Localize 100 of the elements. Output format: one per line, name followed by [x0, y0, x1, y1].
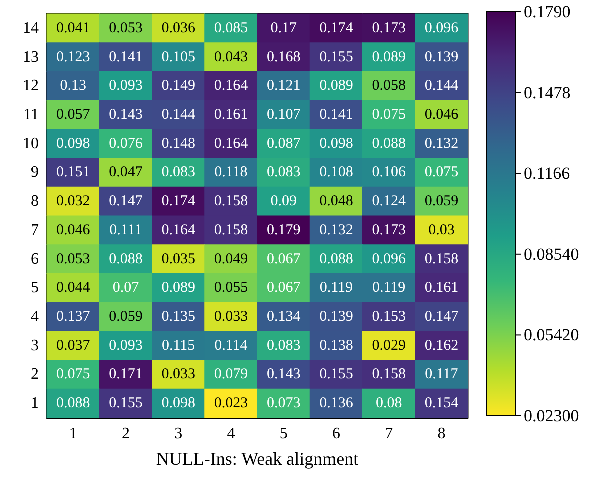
data-label: 0.147 — [424, 309, 460, 325]
data-label: 0.119 — [320, 280, 354, 296]
data-label: 0.164 — [162, 222, 196, 238]
data-label: 0.088 — [109, 251, 143, 268]
data-label: 0.075 — [56, 366, 90, 383]
data-label: 0.105 — [162, 49, 196, 66]
data-label: 0.083 — [162, 164, 196, 181]
data-label: 0.044 — [56, 280, 91, 296]
data-label: 0.154 — [424, 396, 460, 412]
y-tick-label: 10 — [23, 135, 39, 152]
y-tick-label: 9 — [31, 164, 39, 182]
x-tick-label: 7 — [385, 426, 394, 442]
y-tick-label: 2 — [31, 366, 39, 384]
data-label: 0.036 — [162, 20, 196, 36]
y-tick-label: 5 — [31, 280, 39, 297]
data-label: 0.161 — [424, 280, 459, 296]
data-label: 0.158 — [424, 251, 459, 268]
data-label: 0.148 — [162, 136, 196, 152]
y-tick-label: 13 — [23, 48, 39, 66]
data-label: 0.033 — [162, 366, 196, 383]
data-label: 0.083 — [266, 164, 301, 181]
data-label: 0.096 — [372, 251, 406, 268]
data-label: 0.137 — [56, 309, 91, 325]
data-label: 0.162 — [424, 338, 459, 354]
color-bar-label: 0.02300 — [524, 406, 580, 426]
data-label: 0.048 — [320, 194, 354, 210]
data-label: 0.041 — [56, 20, 90, 36]
color-bar-label: 0.08540 — [524, 244, 580, 264]
data-label: 0.083 — [266, 338, 301, 354]
data-label: 0.111 — [110, 222, 142, 238]
y-tick-label: 1 — [31, 395, 39, 412]
y-tick-label: 8 — [31, 193, 39, 210]
data-label: 0.088 — [56, 396, 90, 412]
data-label: 0.141 — [320, 107, 354, 123]
data-label: 0.079 — [214, 366, 248, 383]
color-bar-label: 0.1166 — [524, 164, 570, 184]
y-tick-label: 7 — [31, 222, 39, 239]
data-label: 0.089 — [320, 78, 354, 94]
data-label: 0.123 — [56, 49, 90, 66]
data-label: 0.047 — [109, 164, 144, 181]
data-label: 0.043 — [214, 49, 248, 66]
data-label: 0.098 — [162, 396, 196, 412]
data-label: 0.135 — [162, 309, 196, 325]
data-label: 0.158 — [372, 366, 406, 383]
data-label: 0.121 — [266, 78, 301, 94]
data-label: 0.037 — [56, 338, 91, 354]
data-label: 0.173 — [372, 222, 406, 238]
y-tick-label: 3 — [31, 337, 39, 354]
data-label: 0.035 — [162, 251, 196, 268]
data-label: 0.174 — [162, 194, 196, 210]
y-tick-label: 12 — [23, 78, 39, 95]
data-label: 0.08 — [376, 396, 402, 412]
data-label: 0.029 — [372, 338, 406, 354]
data-label: 0.155 — [320, 49, 354, 66]
x-tick-label: 8 — [438, 426, 446, 442]
data-label: 0.057 — [56, 107, 91, 123]
data-label: 0.117 — [425, 366, 459, 383]
data-label: 0.059 — [109, 309, 143, 325]
data-label: 0.03 — [428, 222, 455, 238]
data-label: 0.053 — [109, 20, 143, 36]
data-label: 0.075 — [424, 164, 459, 181]
y-tick-label: 4 — [31, 308, 39, 326]
data-label: 0.132 — [320, 222, 354, 238]
data-label: 0.17 — [270, 20, 298, 36]
x-axis-title: NULL-Ins: Weak alignment — [156, 449, 359, 469]
data-label: 0.139 — [424, 49, 459, 66]
x-tick-label: 3 — [174, 426, 183, 442]
data-label: 0.161 — [214, 107, 248, 123]
data-label: 0.088 — [372, 136, 406, 152]
y-tick-label: 11 — [24, 106, 39, 124]
data-label: 0.085 — [214, 20, 248, 36]
data-label: 0.147 — [109, 194, 144, 210]
x-tick-label: 2 — [122, 426, 130, 442]
data-label: 0.171 — [109, 366, 143, 383]
data-label: 0.124 — [372, 194, 406, 210]
data-label: 0.058 — [372, 78, 406, 94]
data-label: 0.168 — [266, 49, 301, 66]
data-label: 0.032 — [56, 194, 90, 210]
data-label: 0.143 — [109, 107, 143, 123]
data-label: 0.073 — [266, 396, 301, 412]
data-label: 0.139 — [320, 309, 354, 325]
data-label: 0.108 — [320, 164, 354, 181]
data-label: 0.144 — [424, 78, 460, 94]
data-label: 0.106 — [372, 164, 406, 181]
y-tick-label: 6 — [31, 250, 39, 268]
data-label: 0.089 — [162, 280, 196, 296]
data-label: 0.09 — [270, 194, 297, 210]
data-label: 0.089 — [372, 49, 406, 66]
data-label: 0.164 — [214, 136, 249, 152]
data-label: 0.023 — [214, 396, 248, 412]
data-label: 0.088 — [320, 251, 354, 268]
data-label: 0.149 — [162, 78, 196, 94]
data-label: 0.087 — [266, 136, 302, 152]
data-label: 0.144 — [162, 107, 196, 123]
data-label: 0.059 — [424, 194, 459, 210]
data-label: 0.174 — [320, 20, 354, 36]
data-label: 0.141 — [109, 49, 143, 66]
data-label: 0.119 — [372, 280, 406, 296]
data-label: 0.136 — [320, 396, 354, 412]
data-label: 0.055 — [214, 280, 248, 296]
